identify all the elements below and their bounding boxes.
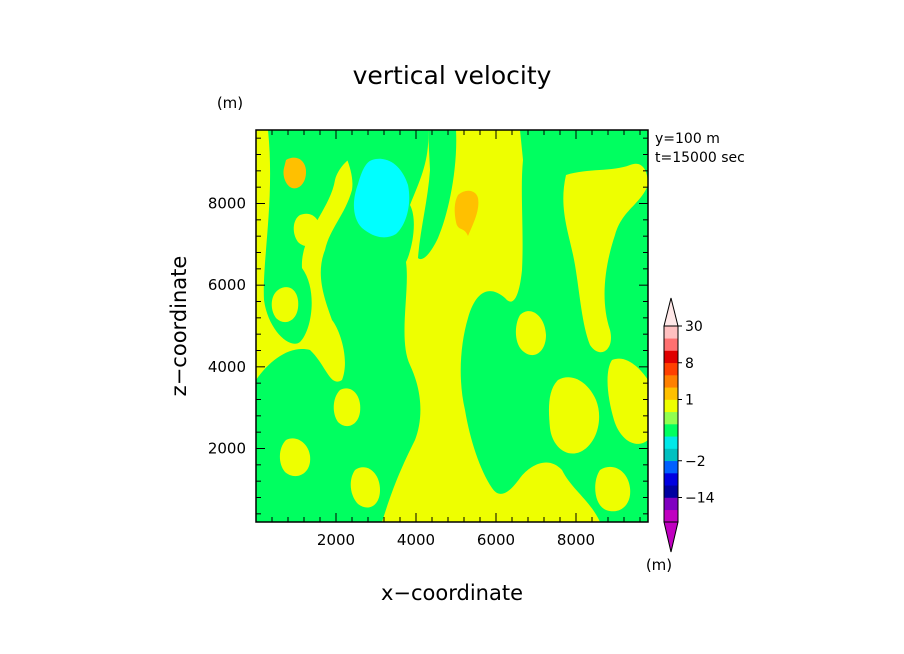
y-tick-label: 6000 (208, 276, 246, 294)
y-axis-label: z−coordinate (167, 256, 191, 397)
colorbar-band (664, 509, 678, 523)
positive-medium-region (454, 190, 479, 236)
negative-medium-region (353, 158, 410, 238)
colorbar: 30 8 1 −2 −14 (663, 297, 715, 553)
positive-small-region (350, 467, 380, 508)
positive-small-region (607, 358, 648, 444)
colorbar-band (664, 399, 678, 413)
positive-small-region (333, 388, 361, 427)
colorbar-band (664, 473, 678, 486)
contour-field (256, 130, 648, 522)
positive-small-region (515, 311, 546, 356)
colorbar-over-arrow (663, 297, 679, 327)
chart-title: vertical velocity (353, 61, 552, 90)
positive-small-region (271, 287, 299, 323)
colorbar-band (664, 350, 678, 364)
positive-small-region (595, 466, 631, 512)
colorbar-band (664, 338, 678, 351)
info-line-2: t=15000 sec (655, 150, 745, 166)
x-tick-label: 2000 (317, 531, 355, 549)
colorbar-frame (663, 325, 679, 523)
plot-frame (255, 129, 649, 523)
y-unit-label: (m) (217, 94, 243, 112)
colorbar-label: 1 (685, 393, 694, 409)
x-tick-label: 6000 (477, 531, 515, 549)
colorbar-band (664, 448, 678, 462)
colorbar-label: 8 (685, 356, 694, 372)
colorbar-label: 30 (685, 319, 703, 335)
colorbar-band (664, 362, 678, 376)
positive-small-region (563, 163, 648, 353)
colorbar-unit-label: (m) (646, 556, 672, 574)
colorbar-band (664, 411, 678, 425)
y-tick-label: 2000 (208, 440, 246, 458)
colorbar-band (664, 375, 678, 388)
axis-ticks (255, 130, 648, 522)
colorbar-label: −14 (685, 491, 715, 507)
x-tick-label: 8000 (557, 531, 595, 549)
colorbar-band (664, 497, 678, 511)
negative-region (418, 130, 457, 260)
y-tick-label: 8000 (208, 195, 246, 213)
x-tick-label: 4000 (397, 531, 435, 549)
y-tick-label: 4000 (208, 358, 246, 376)
positive-medium-region (283, 157, 306, 189)
colorbar-band (664, 436, 678, 449)
colorbar-band (664, 387, 678, 400)
colorbar-band (664, 424, 678, 437)
positive-small-region (279, 438, 311, 477)
colorbar-under-arrow (663, 521, 679, 553)
y-tick-labels: 2000 4000 6000 8000 (208, 195, 246, 458)
colorbar-band (664, 326, 678, 339)
colorbar-band (664, 460, 678, 474)
colorbar-label: −2 (685, 454, 706, 470)
info-line-1: y=100 m (655, 131, 720, 147)
x-axis-label: x−coordinate (381, 581, 523, 605)
x-tick-labels: 2000 4000 6000 8000 (317, 531, 595, 549)
positive-small-region (548, 377, 600, 454)
positive-small-region (293, 213, 321, 247)
colorbar-band (664, 485, 678, 498)
